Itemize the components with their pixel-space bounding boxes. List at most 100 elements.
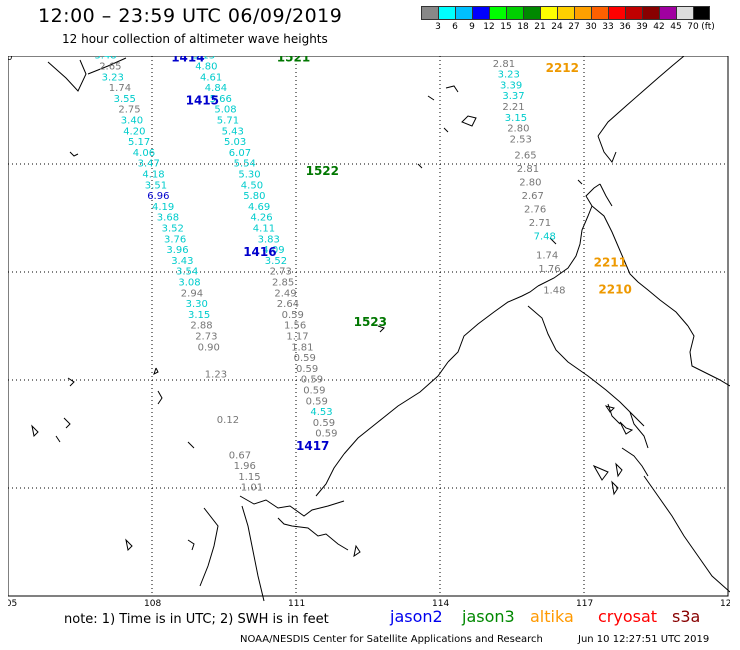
swh-value: 2.80 xyxy=(519,178,541,189)
x-tick-label: 120 xyxy=(720,599,730,606)
axis-labels: 1051081111141171201086420 xyxy=(8,56,730,606)
swh-value: 3.43 xyxy=(171,256,193,267)
pass-number: 1523 xyxy=(354,315,387,329)
scale-label: (ft) xyxy=(701,22,715,32)
scale-swatch xyxy=(642,6,659,20)
x-tick-label: 114 xyxy=(432,599,449,606)
swh-value: 0.59 xyxy=(294,353,316,364)
pass-number: 1522 xyxy=(306,164,339,178)
swh-value: 4.19 xyxy=(152,202,174,213)
swh-value: 4.84 xyxy=(205,83,227,94)
swh-value: 2.88 xyxy=(190,321,212,332)
swh-value: 3.96 xyxy=(166,245,188,256)
pass-number: 1414 xyxy=(171,56,204,64)
swh-value: 0.12 xyxy=(217,415,239,426)
scale-swatch xyxy=(472,6,489,20)
swh-value: 5.54 xyxy=(234,159,256,170)
swh-value: 1.23 xyxy=(205,369,227,380)
x-tick-label: 117 xyxy=(576,599,593,606)
swh-value: 7.48 xyxy=(534,232,556,243)
swh-value: 3.08 xyxy=(178,278,200,289)
swh-value: 0.59 xyxy=(303,386,325,397)
swh-value: 3.54 xyxy=(176,267,198,278)
y-tick-label: 10 xyxy=(8,56,13,63)
swh-value: 1.48 xyxy=(543,286,565,297)
scale-swatch xyxy=(625,6,642,20)
footer-credit: NOAA/NESDIS Center for Satellite Applica… xyxy=(240,634,543,645)
swh-value: 5.80 xyxy=(243,191,265,202)
map-frame xyxy=(8,56,729,597)
scale-label: 33 xyxy=(602,22,614,32)
swh-value: 5.71 xyxy=(217,116,239,127)
scale-label: 6 xyxy=(452,22,458,32)
scale-label: 27 xyxy=(568,22,580,32)
swh-value: 2.64 xyxy=(277,299,299,310)
scale-swatch xyxy=(608,6,625,20)
swh-value: 3.52 xyxy=(265,256,287,267)
pass-number: 2211 xyxy=(594,256,627,270)
scale-swatch xyxy=(421,6,438,20)
color-scale xyxy=(421,6,710,20)
swh-value: 0.90 xyxy=(198,342,220,353)
scale-label: 42 xyxy=(653,22,665,32)
swh-value: 1.17 xyxy=(286,332,308,343)
swh-value: 2.76 xyxy=(524,205,546,216)
swh-value: 2.17 xyxy=(493,56,515,59)
swh-value: 2.81 xyxy=(517,164,539,175)
map-subtitle: 12 hour collection of altimeter wave hei… xyxy=(62,32,328,46)
swh-value: 2.85 xyxy=(272,278,294,289)
swh-value: 5.30 xyxy=(238,170,260,181)
swh-value: 4.11 xyxy=(253,224,275,235)
x-tick-label: 108 xyxy=(144,599,161,606)
swh-value: 3.37 xyxy=(502,91,524,102)
swh-value: 2.65 xyxy=(514,151,536,162)
x-tick-label: 105 xyxy=(8,599,17,606)
swh-value: 4.53 xyxy=(310,407,332,418)
swh-value: 6.07 xyxy=(229,148,251,159)
scale-label: 45 xyxy=(670,22,682,32)
legend-jason3: jason3 xyxy=(462,607,515,626)
scale-label: 24 xyxy=(551,22,563,32)
note-text: note: 1) Time is in UTC; 2) SWH is in fe… xyxy=(64,612,329,627)
legend-jason2: jason2 xyxy=(390,607,443,626)
swh-value: 2.67 xyxy=(522,191,544,202)
legend-s3a: s3a xyxy=(672,607,701,626)
swh-value: 4.06 xyxy=(133,148,155,159)
swh-value: 3.23 xyxy=(498,70,520,81)
swh-value: 1.81 xyxy=(291,342,313,353)
swh-value: 1.74 xyxy=(109,83,131,94)
swh-value: 3.51 xyxy=(145,180,167,191)
swh-value: 4.26 xyxy=(250,213,272,224)
wave-height-map: 1051081111141171201086420 3.482.653.231.… xyxy=(8,56,730,606)
scale-label: 36 xyxy=(619,22,631,32)
scale-label: 18 xyxy=(517,22,529,32)
swh-value: 5.17 xyxy=(128,137,150,148)
swh-value: 4.50 xyxy=(241,180,263,191)
swh-value: 4.61 xyxy=(200,72,222,83)
swh-value: 4.80 xyxy=(195,62,217,73)
pass-number: 1417 xyxy=(296,439,329,453)
scale-label: 21 xyxy=(534,22,546,32)
scale-swatch xyxy=(523,6,540,20)
scale-label: 39 xyxy=(636,22,648,32)
map-title: 12:00 – 23:59 UTC 06/09/2019 xyxy=(38,5,343,27)
swh-value: 3.39 xyxy=(500,80,522,91)
swh-value: 1.01 xyxy=(241,483,263,494)
scale-swatch xyxy=(574,6,591,20)
swh-value: 2.21 xyxy=(502,102,524,113)
scale-label: 3 xyxy=(435,22,441,32)
pass-labels: 1414 1521 1415 1522 1416 1523 1417 2212 2211 2210 xyxy=(171,56,632,453)
scale-swatch xyxy=(676,6,693,20)
scale-swatch xyxy=(438,6,455,20)
scale-label: 15 xyxy=(500,22,512,32)
swh-value: 3.55 xyxy=(114,94,136,105)
swh-value: 2.65 xyxy=(99,62,121,73)
swh-value: 1.76 xyxy=(538,264,560,275)
swh-value: 2.81 xyxy=(493,59,515,70)
scale-swatch xyxy=(557,6,574,20)
scale-label: 30 xyxy=(585,22,597,32)
swh-observations: 3.482.653.231.743.552.753.404.205.174.06… xyxy=(94,56,565,494)
swh-value: 3.68 xyxy=(157,213,179,224)
scale-label: 9 xyxy=(469,22,475,32)
swh-value: 2.94 xyxy=(181,288,203,299)
